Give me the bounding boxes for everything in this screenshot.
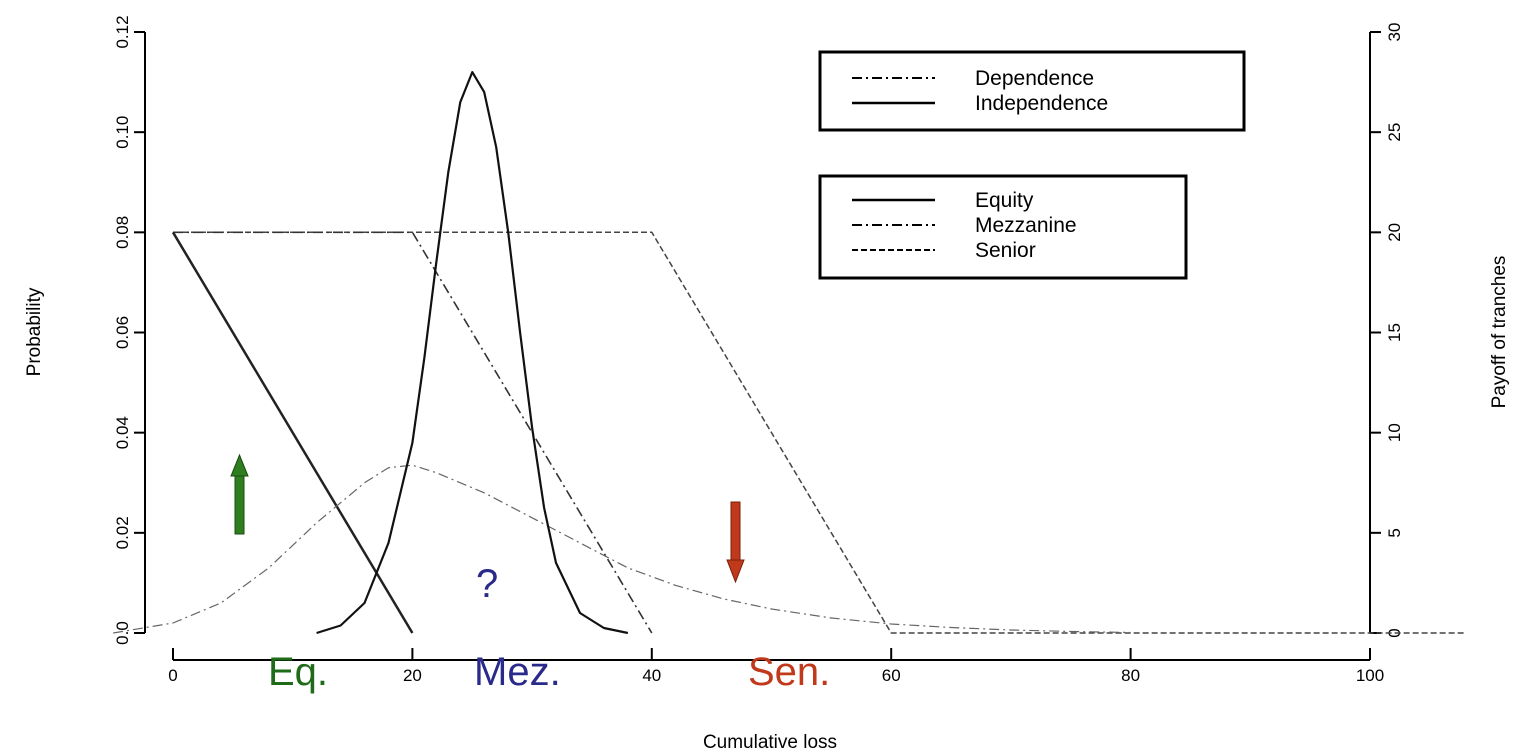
legend-tranches-box [818, 174, 1188, 280]
x-tick-label: 40 [642, 666, 661, 685]
annotation-question: ? [476, 562, 498, 606]
y-left-tick-label: 0.10 [113, 116, 132, 149]
series-mezzanine [173, 231, 653, 634]
y-right-tick-label: 10 [1385, 423, 1404, 442]
legend-dependence-label: Dependence [975, 67, 1094, 90]
y-left-tick-label: 0.0 [113, 621, 132, 645]
legend-dependence: Dependence Independence [818, 50, 1246, 132]
y-axis-left-title: Probability [24, 287, 45, 376]
arrow-up-green [230, 453, 249, 535]
series-dependence [113, 464, 1131, 634]
annotation-sen: Sen. [748, 650, 830, 694]
x-tick-label: 80 [1121, 666, 1140, 685]
y-right-tick-label: 15 [1385, 323, 1404, 342]
y-right-tick-label: 0 [1385, 628, 1404, 637]
y-left-tick-label: 0.06 [113, 316, 132, 349]
y-left-tick-label: 0.12 [113, 15, 132, 48]
y-right-tick-label: 20 [1385, 223, 1404, 242]
y-axis-right-title: Payoff of tranches [1489, 256, 1510, 409]
x-tick-label: 100 [1356, 666, 1384, 685]
annotations: Eq. Mez. Sen. ? [230, 453, 830, 694]
legend-dependence-box [818, 50, 1246, 132]
y-left-tick-label: 0.08 [113, 216, 132, 249]
x-axis-title: Cumulative loss [703, 732, 837, 753]
legend-tranches: Equity Mezzanine Senior [818, 174, 1188, 280]
y-left-tick-label: 0.04 [113, 416, 132, 449]
y-right-tick-label: 30 [1385, 23, 1404, 42]
y-right-tick-label: 25 [1385, 123, 1404, 142]
legend-mezzanine-label: Mezzanine [975, 214, 1077, 237]
annotation-eq: Eq. [268, 650, 328, 694]
x-tick-label: 20 [403, 666, 422, 685]
series-independence [316, 70, 629, 635]
annotation-mez: Mez. [474, 650, 561, 694]
legend-equity-label: Equity [975, 189, 1034, 212]
legend-senior-label: Senior [975, 239, 1036, 262]
legend-independence-label: Independence [975, 92, 1108, 115]
y-left-tick-label: 0.02 [113, 516, 132, 549]
series-senior [173, 231, 1466, 634]
arrow-down-red [726, 501, 745, 584]
series-layer [113, 70, 1466, 635]
axes: 0.0 0.02 0.04 0.06 0.08 0.10 0.12 0 5 10 15 20 25 30 0… [113, 15, 1404, 685]
series-equity [171, 231, 414, 634]
x-tick-label: 0 [168, 666, 177, 685]
x-tick-label: 60 [882, 666, 901, 685]
y-right-tick-label: 5 [1385, 528, 1404, 537]
